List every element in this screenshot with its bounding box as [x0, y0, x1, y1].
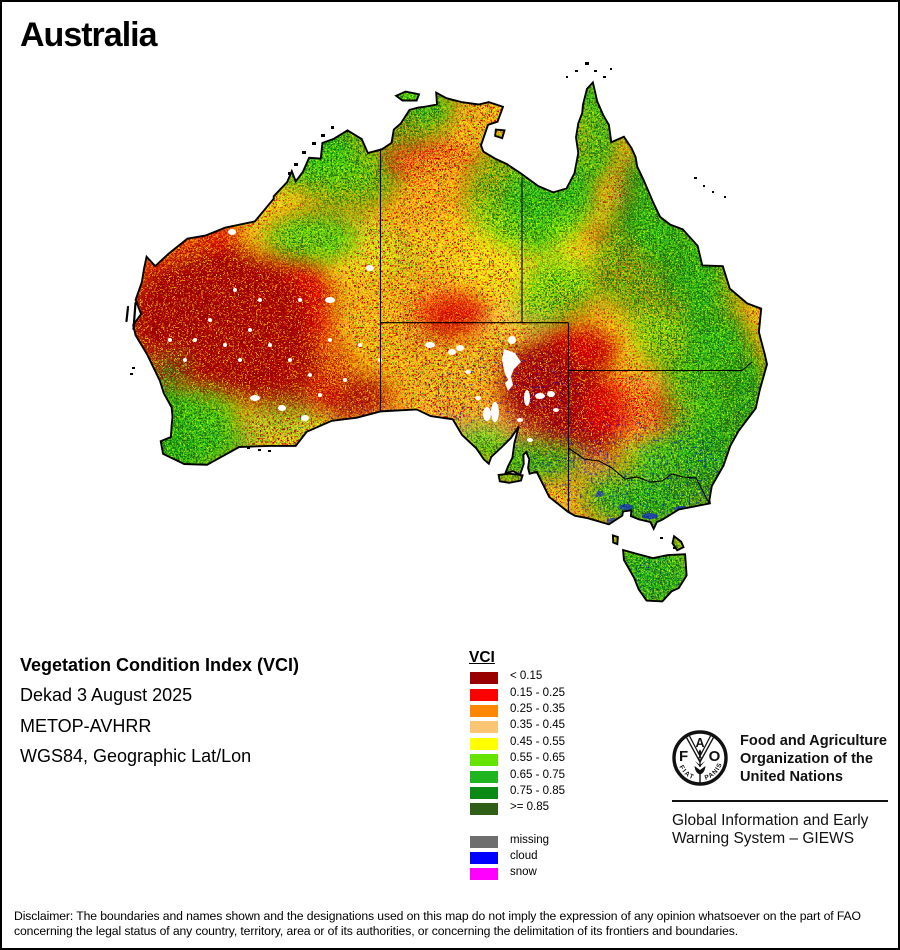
svg-text:A: A: [695, 736, 704, 750]
svg-text:F: F: [679, 748, 688, 765]
svg-text:O: O: [709, 748, 721, 765]
